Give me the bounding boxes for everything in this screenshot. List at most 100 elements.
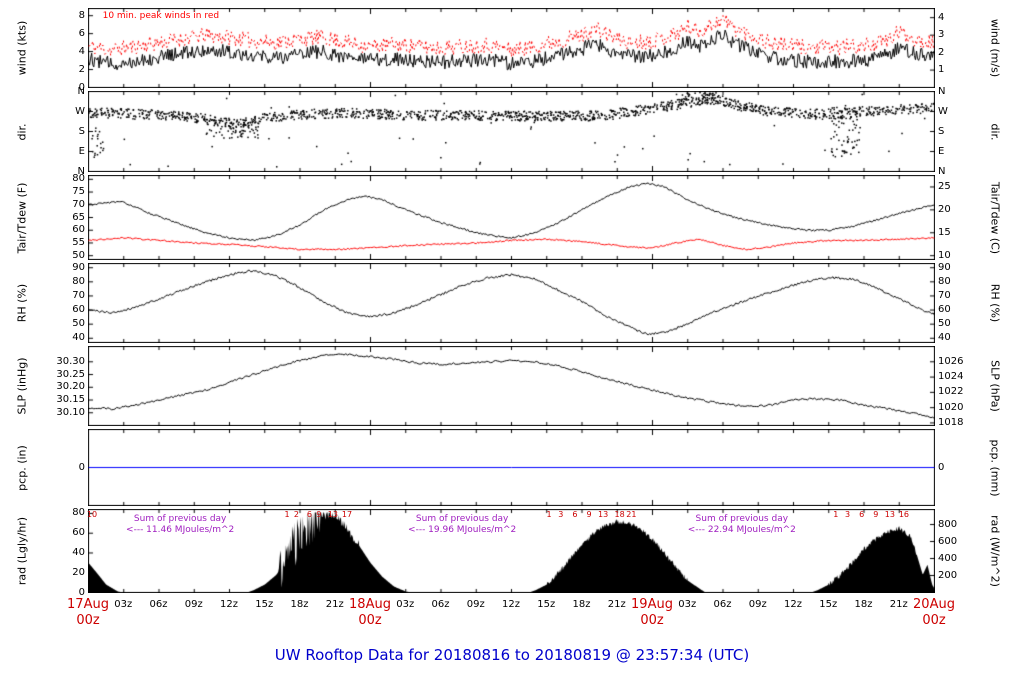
axis-title-left-slp: SLP (inHg) <box>15 357 29 415</box>
ytick-left-dir: N <box>77 165 85 177</box>
ytick-right-dir: N <box>938 165 946 177</box>
ytick-left-temp: 55 <box>72 236 85 248</box>
xaxis-minor-label: 03z <box>114 599 133 610</box>
ytick-left-slp: 30.30 <box>56 355 85 367</box>
axis-title-left-wind: wind (kts) <box>15 20 29 76</box>
wind-peak-note: 10 min. peak winds in red <box>102 11 220 21</box>
ytick-left-dir: W <box>75 105 85 117</box>
ytick-right-rh: 40 <box>938 332 951 344</box>
axis-title-right-dir: dir. <box>988 122 1002 141</box>
rad-hour-label: 10 <box>86 510 98 519</box>
axis-title-right-pcp: pcp. (mm) <box>988 438 1002 497</box>
xaxis-minor-label: 03z <box>678 599 697 610</box>
ytick-right-rad: 400 <box>938 552 958 564</box>
ytick-right-temp: 20 <box>938 203 951 215</box>
rad-hour-label: 2 <box>293 510 300 519</box>
axis-title-right-rh: RH (%) <box>988 283 1002 323</box>
rad-sum-note: Sum of previous day <--- 22.94 MJoules/m^… <box>687 514 796 535</box>
ytick-left-rh: 50 <box>72 318 85 330</box>
ytick-left-temp: 70 <box>72 198 85 210</box>
ytick-right-rad: 800 <box>938 518 958 530</box>
ytick-right-rh: 80 <box>938 275 951 287</box>
xaxis-major-label: 17Aug 00z <box>67 597 109 628</box>
ytick-left-temp: 65 <box>72 211 85 223</box>
axis-title-left-rh: RH (%) <box>15 283 29 323</box>
axis-title-left-rad: rad (Lgly/hr) <box>15 516 29 586</box>
xaxis-minor-label: 09z <box>184 599 203 610</box>
ytick-left-wind: 6 <box>78 27 85 39</box>
rad-hour-label: 13 <box>327 510 338 519</box>
ytick-right-slp: 1024 <box>938 371 964 383</box>
xaxis-minor-label: 09z <box>748 599 767 610</box>
rad-hour-label: 9 <box>316 510 322 519</box>
panel-temp-plot <box>88 175 935 260</box>
ytick-left-rad: 20 <box>72 566 85 578</box>
ytick-left-rh: 40 <box>72 332 85 344</box>
ytick-right-temp: 10 <box>938 249 951 261</box>
ytick-left-slp: 30.20 <box>56 381 85 393</box>
xaxis-minor-label: 18z <box>854 599 873 610</box>
ytick-right-rh: 50 <box>938 318 951 330</box>
xaxis-minor-label: 12z <box>220 599 238 610</box>
rad-hour-label: 6 <box>859 510 865 519</box>
axis-title-left-pcp: pcp. (in) <box>15 444 29 491</box>
ytick-right-slp: 1018 <box>938 416 964 428</box>
rad-hour-label: 13 <box>884 510 895 519</box>
ytick-left-slp: 30.25 <box>56 368 85 380</box>
panel-pcp-plot <box>88 429 935 506</box>
xaxis-minor-label: 06z <box>149 599 168 610</box>
xaxis-major-label: 19Aug 00z <box>631 597 673 628</box>
ytick-right-pcp: 0 <box>938 461 945 473</box>
ytick-left-rh: 80 <box>72 275 85 287</box>
rad-hour-label: 18 <box>614 510 625 519</box>
axis-title-right-temp: Tair/Tdew (C) <box>988 181 1002 254</box>
rad-hour-label: 3 <box>558 510 564 519</box>
ytick-right-wind: 1 <box>938 64 945 76</box>
xaxis-minor-label: 06z <box>713 599 732 610</box>
ytick-left-rh: 70 <box>72 289 85 301</box>
ytick-left-rad: 40 <box>72 546 85 558</box>
rad-hour-label: 21 <box>626 510 637 519</box>
ytick-right-wind: 4 <box>938 11 945 23</box>
chart-title: UW Rooftop Data for 20180816 to 20180819… <box>274 646 750 664</box>
ytick-left-pcp: 0 <box>78 461 85 473</box>
xaxis-minor-label: 21z <box>325 599 344 610</box>
xaxis-minor-label: 21z <box>889 599 908 610</box>
panel-wind-plot <box>88 8 935 88</box>
xaxis-minor-label: 12z <box>784 599 802 610</box>
ytick-left-wind: 0 <box>78 81 85 93</box>
panel-rad-plot <box>88 509 935 593</box>
ytick-right-slp: 1026 <box>938 355 964 367</box>
rad-hour-label: 1 <box>833 510 839 519</box>
ytick-right-rad: 600 <box>938 535 958 547</box>
rad-sum-note: Sum of previous day <--- 19.96 MJoules/m^… <box>408 514 517 535</box>
rad-hour-label: 6 <box>572 510 578 519</box>
xaxis-minor-label: 15z <box>537 599 556 610</box>
axis-title-left-dir: dir. <box>15 122 29 141</box>
ytick-left-dir: E <box>78 145 85 157</box>
axis-title-right-wind: wind (m/s) <box>988 18 1002 78</box>
ytick-right-rh: 90 <box>938 261 951 273</box>
ytick-left-rad: 80 <box>72 507 85 519</box>
xaxis-minor-label: 21z <box>607 599 626 610</box>
ytick-left-slp: 30.15 <box>56 394 85 406</box>
ytick-left-temp: 60 <box>72 224 85 236</box>
rad-hour-label: 13 <box>598 510 609 519</box>
rad-hour-label: 1 <box>284 510 290 519</box>
ytick-left-wind: 4 <box>78 45 85 57</box>
xaxis-minor-label: 15z <box>255 599 274 610</box>
ytick-left-rh: 60 <box>72 304 85 316</box>
xaxis-minor-label: 12z <box>502 599 520 610</box>
ytick-left-temp: 50 <box>72 249 85 261</box>
ytick-right-rad: 200 <box>938 569 958 581</box>
ytick-left-temp: 75 <box>72 186 85 198</box>
ytick-right-slp: 1020 <box>938 401 964 413</box>
ytick-right-rh: 70 <box>938 289 951 301</box>
rad-hour-label: 3 <box>845 510 851 519</box>
ytick-right-dir: W <box>938 105 948 117</box>
rad-hour-label: 6 <box>306 510 312 519</box>
ytick-right-dir: S <box>938 125 945 137</box>
xaxis-major-label: 18Aug 00z <box>349 597 391 628</box>
ytick-right-dir: N <box>938 85 946 97</box>
ytick-left-wind: 8 <box>78 9 85 21</box>
